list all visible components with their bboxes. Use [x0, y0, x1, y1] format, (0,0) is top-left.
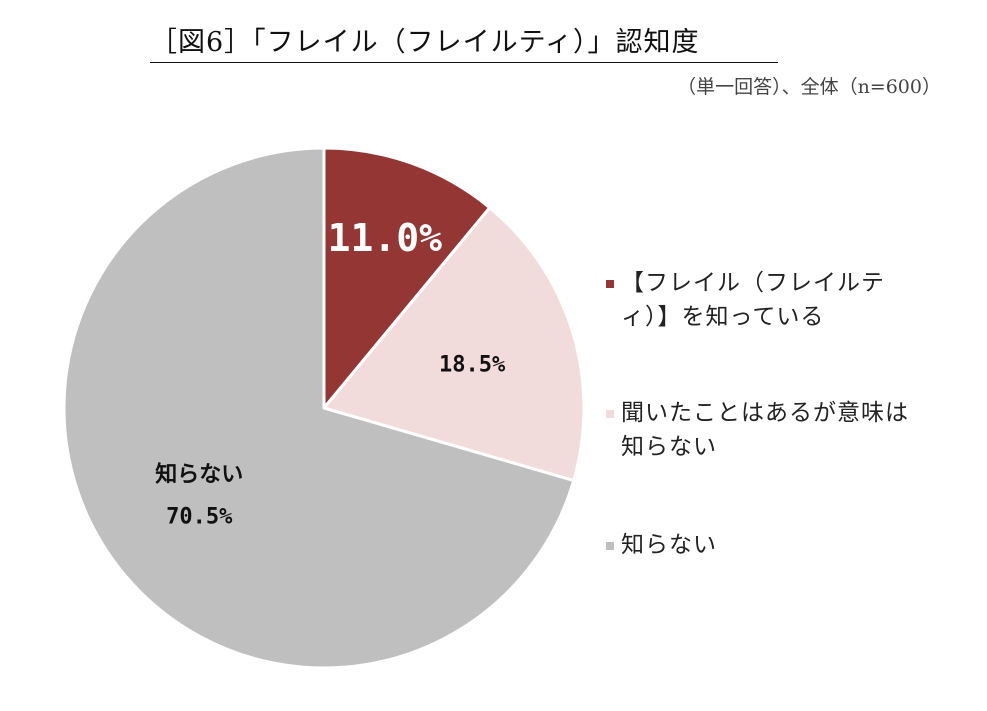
slice-value-label-2: 18.5% — [439, 353, 506, 378]
legend-swatch-1 — [606, 280, 614, 288]
slice-value-label-3: 70.5% — [166, 505, 233, 530]
legend-swatch-3 — [606, 542, 614, 550]
chart-title: ［図6］「フレイル（フレイルティ）」認知度 — [150, 26, 778, 63]
slice-category-label-3: 知らない — [155, 462, 243, 488]
pie-slice-1 — [322, 146, 492, 410]
legend-swatch-2 — [606, 410, 614, 418]
chart-subtitle: （単一回答）、全体（n=600） — [677, 76, 941, 98]
slice-value-label-1: 11.0% — [328, 216, 443, 260]
pie-slice-2 — [322, 206, 586, 483]
legend-label-2: 聞いたことはあるが意味は知らない — [621, 400, 909, 460]
legend-label-3: 知らない — [621, 532, 717, 558]
legend-label-1: 【フレイル（フレイルティ）】を知っている — [621, 270, 885, 330]
pie-slice-3 — [62, 146, 576, 670]
